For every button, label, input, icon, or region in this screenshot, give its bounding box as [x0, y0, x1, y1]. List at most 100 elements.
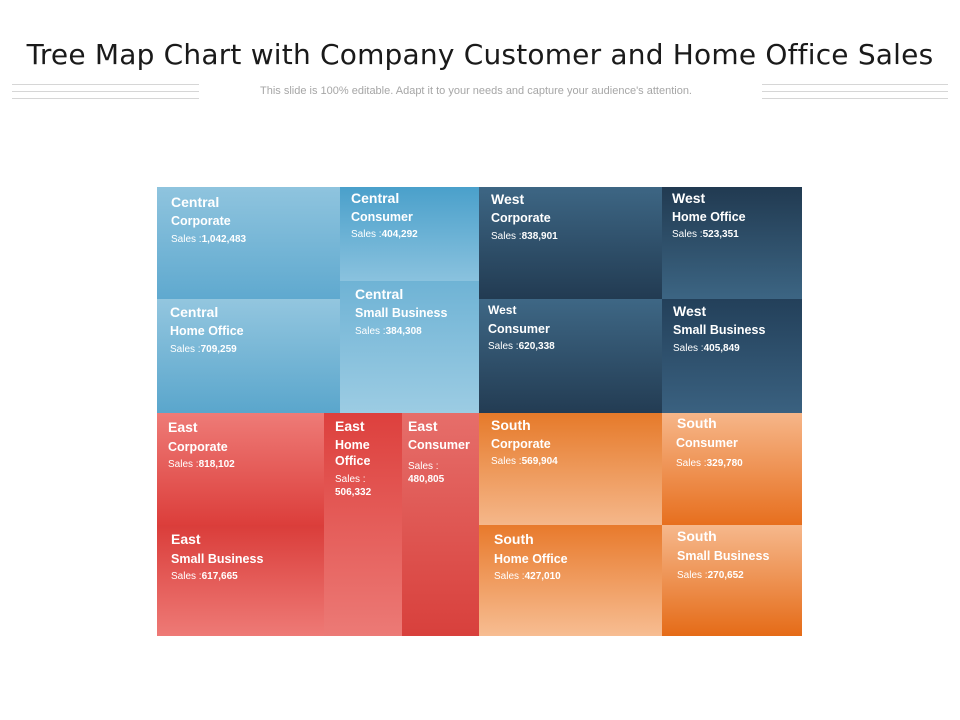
treemap-tile-central-corporate: Central Corporate Sales :1,042,483 — [157, 187, 340, 299]
tile-segment-label: Small Business — [673, 323, 766, 337]
tile-segment-label: Consumer — [488, 322, 550, 336]
sales-prefix: Sales : — [491, 456, 522, 467]
subtitle-rule-right-1 — [762, 84, 948, 85]
treemap-tile-central-consumer: Central Consumer Sales :404,292 — [340, 187, 479, 281]
sales-value: 506,332 — [335, 487, 372, 498]
slide-title: Tree Map Chart with Company Customer and… — [26, 38, 934, 71]
sales-prefix: Sales : — [491, 231, 522, 242]
sales-value: 384,308 — [385, 326, 422, 337]
subtitle-rule-right-2 — [762, 91, 948, 92]
tile-sales-label: Sales :427,010 — [494, 571, 561, 582]
sales-value: 480,805 — [408, 474, 445, 485]
sales-prefix: Sales : — [672, 229, 703, 240]
sales-prefix: Sales : — [488, 341, 519, 352]
treemap-tile-central-small-business: Central Small Business Sales :384,308 — [340, 281, 479, 413]
tile-segment-label: Home Office — [170, 324, 244, 338]
sales-value: 427,010 — [524, 571, 561, 582]
tile-region-label: East — [171, 531, 201, 547]
tile-segment-label: Home Office — [672, 210, 746, 224]
tile-region-label: East — [168, 419, 198, 435]
tile-region-label: Central — [170, 304, 219, 320]
tile-segment-label: Small Business — [355, 306, 448, 320]
tile-region-label: Central — [355, 286, 404, 302]
sales-value: 405,849 — [703, 343, 740, 354]
treemap-tile-south-small-business: South Small Business Sales :270,652 — [662, 525, 802, 636]
tile-region-label: Central — [171, 194, 220, 210]
tile-segment-label: Home Office — [335, 438, 371, 468]
sales-value: 404,292 — [381, 229, 418, 240]
sales-value: 270,652 — [707, 570, 744, 581]
tile-sales-label: Sales :620,338 — [488, 341, 555, 352]
tile-sales-label: Sales : 506,332 — [335, 473, 395, 499]
tile-sales-label: Sales :523,351 — [672, 229, 739, 240]
sales-value: 617,665 — [201, 571, 238, 582]
sales-prefix: Sales : — [171, 234, 202, 245]
tile-sales-label: Sales :617,665 — [171, 571, 238, 582]
sales-value: 329,780 — [706, 458, 743, 469]
sales-prefix: Sales : — [168, 459, 199, 470]
treemap-tile-west-small-business: West Small Business Sales :405,849 — [662, 299, 802, 413]
sales-value: 1,042,483 — [201, 234, 247, 245]
treemap-tile-south-consumer: South Consumer Sales :329,780 — [662, 413, 802, 525]
tile-region-label: West — [491, 191, 525, 207]
tile-region-label: South — [677, 415, 717, 431]
slide-subtitle: This slide is 100% editable. Adapt it to… — [260, 85, 692, 97]
tile-segment-label: Corporate — [171, 214, 231, 228]
sales-prefix: Sales : — [677, 570, 708, 581]
tile-region-label: West — [488, 303, 517, 317]
tile-sales-label: Sales :329,780 — [676, 458, 743, 469]
tile-sales-label: Sales :404,292 — [351, 229, 418, 240]
treemap-tile-west-corporate: West Corporate Sales :838,901 — [479, 187, 662, 299]
subtitle-rule-right-3 — [762, 98, 948, 99]
sales-prefix: Sales : — [355, 326, 386, 337]
tile-region-label: South — [494, 531, 534, 547]
tile-region-label: South — [677, 528, 717, 544]
tile-region-label: South — [491, 417, 531, 433]
tile-segment-label: Home Office — [494, 552, 568, 566]
treemap-tile-east-corporate: East Corporate Sales :818,102 — [157, 413, 324, 525]
tile-segment-label: Consumer — [676, 436, 738, 450]
sales-prefix: Sales : — [351, 229, 382, 240]
tile-region-label: East — [335, 418, 365, 434]
tile-sales-label: Sales :569,904 — [491, 456, 558, 467]
sales-prefix: Sales : — [676, 458, 707, 469]
treemap-tile-west-consumer: West Consumer Sales :620,338 — [479, 299, 662, 413]
tile-sales-label: Sales :1,042,483 — [171, 234, 246, 245]
treemap-tile-east-consumer: East Consumer Sales : 480,805 — [402, 413, 479, 636]
sales-prefix: Sales : — [673, 343, 704, 354]
sales-prefix: Sales : — [494, 571, 525, 582]
sales-prefix: Sales : — [408, 461, 439, 472]
tile-region-label: East — [408, 418, 438, 434]
treemap-tile-east-small-business: East Small Business Sales :617,665 — [157, 525, 324, 636]
tile-sales-label: Sales :405,849 — [673, 343, 740, 354]
sales-prefix: Sales : — [170, 344, 201, 355]
subtitle-rule-left-2 — [12, 91, 199, 92]
sales-prefix: Sales : — [171, 571, 202, 582]
sales-value: 709,259 — [200, 344, 237, 355]
sales-value: 620,338 — [518, 341, 555, 352]
tile-region-label: West — [673, 303, 707, 319]
sales-prefix: Sales : — [335, 474, 366, 485]
tile-segment-label: Consumer — [408, 438, 470, 452]
tile-sales-label: Sales :838,901 — [491, 231, 558, 242]
tile-sales-label: Sales :818,102 — [168, 459, 235, 470]
treemap-tile-south-home-office: South Home Office Sales :427,010 — [479, 525, 662, 636]
tile-segment-label: Small Business — [677, 549, 770, 563]
sales-value: 569,904 — [521, 456, 558, 467]
tile-segment-label: Consumer — [351, 210, 413, 224]
treemap-tile-central-home-office: Central Home Office Sales :709,259 — [157, 299, 340, 413]
tile-sales-label: Sales :384,308 — [355, 326, 422, 337]
sales-value: 818,102 — [198, 459, 235, 470]
subtitle-rule-left-1 — [12, 84, 199, 85]
sales-value: 523,351 — [702, 229, 739, 240]
tile-segment-label: Small Business — [171, 552, 264, 566]
sales-value: 838,901 — [521, 231, 558, 242]
tile-sales-label: Sales :709,259 — [170, 344, 237, 355]
tile-segment-label: Corporate — [491, 211, 551, 225]
treemap-tile-west-home-office: West Home Office Sales :523,351 — [662, 187, 802, 299]
tile-sales-label: Sales :270,652 — [677, 570, 744, 581]
subtitle-rule-left-3 — [12, 98, 199, 99]
tile-region-label: West — [672, 190, 706, 206]
tile-region-label: Central — [351, 190, 400, 206]
treemap-tile-east-home-office: East Home Office Sales : 506,332 — [324, 413, 402, 636]
